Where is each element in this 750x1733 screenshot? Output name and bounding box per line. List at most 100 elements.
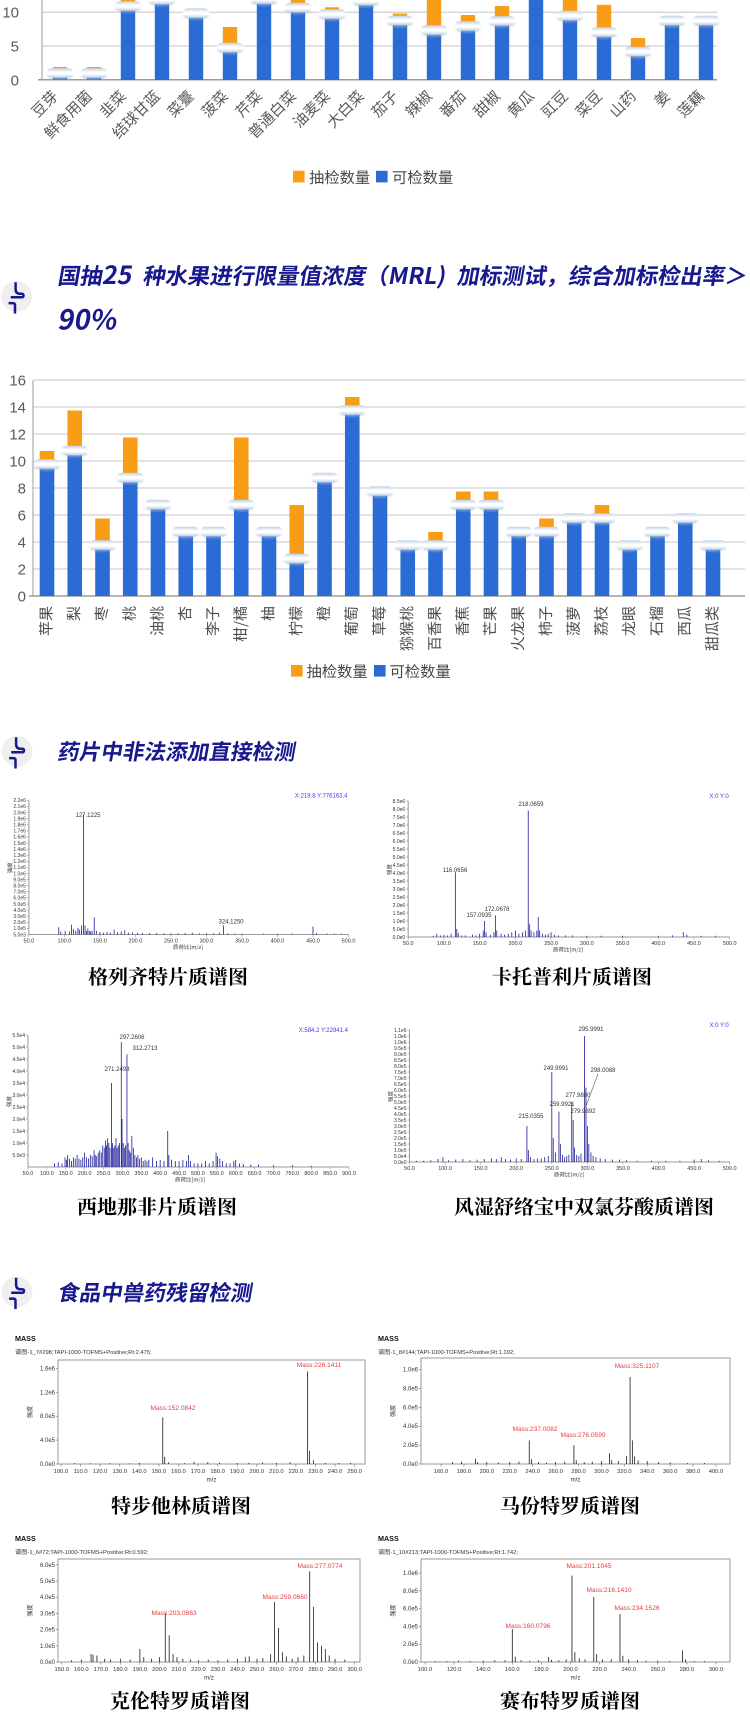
svg-text:116.0656: 116.0656 [443,868,468,874]
svg-text:6: 6 [18,508,26,525]
svg-text:230.0: 230.0 [211,1667,226,1673]
svg-text:312.2713: 312.2713 [132,1046,158,1052]
svg-text:8.0e5: 8.0e5 [403,1386,419,1392]
svg-text:170.0: 170.0 [191,1469,206,1475]
svg-text:650.0: 650.0 [248,1171,262,1177]
svg-text:2: 2 [18,562,26,579]
svg-text:1.7e6: 1.7e6 [13,829,26,835]
svg-text:220.0: 220.0 [191,1667,206,1673]
svg-text:4.0e5: 4.0e5 [40,1595,56,1601]
svg-text:5.0e6: 5.0e6 [393,855,406,861]
svg-text:2.0e5: 2.0e5 [394,1136,407,1142]
svg-text:5.5e5: 5.5e5 [394,1094,407,1100]
svg-text:900.0: 900.0 [342,1171,356,1177]
svg-text:50.0: 50.0 [24,939,35,945]
svg-text:9.0e5: 9.0e5 [13,877,26,883]
svg-text:140.0: 140.0 [476,1667,491,1673]
svg-text:-1_7#298;TAPI-1000-TOFMS+Posit: -1_7#298;TAPI-1000-TOFMS+Positive;Rt:2.4… [27,1350,152,1356]
svg-text:Mass:216.1410: Mass:216.1410 [586,1587,631,1594]
svg-text:277.9880: 277.9880 [565,1093,591,1099]
svg-text:6.0e6: 6.0e6 [393,839,406,845]
svg-text:5: 5 [11,39,19,56]
svg-text:110.0: 110.0 [74,1469,88,1475]
svg-text:1.6e6: 1.6e6 [13,835,26,841]
svg-text:127.1225: 127.1225 [75,813,101,819]
svg-text:100.0: 100.0 [438,1166,452,1172]
svg-text:250.0: 250.0 [97,1171,111,1177]
svg-text:240.0: 240.0 [230,1667,245,1673]
svg-text:260.0: 260.0 [548,1469,563,1475]
svg-text:1.3e6: 1.3e6 [13,853,26,859]
svg-text:3.5e4: 3.5e4 [12,1081,25,1087]
svg-text:6.0e5: 6.0e5 [394,1088,407,1094]
svg-text:250.0: 250.0 [250,1667,265,1673]
svg-text:350.0: 350.0 [616,941,630,947]
svg-text:7.0e5: 7.0e5 [13,890,26,896]
svg-text:250.0: 250.0 [545,1166,559,1172]
svg-text:1.8e6: 1.8e6 [13,823,26,829]
svg-text:190.0: 190.0 [133,1667,148,1673]
svg-text:8.0e6: 8.0e6 [393,807,406,813]
svg-text:2.5e4: 2.5e4 [12,1105,25,1111]
svg-text:4.0e5: 4.0e5 [394,1112,407,1118]
svg-text:380.0: 380.0 [686,1469,701,1475]
svg-text:350.0: 350.0 [235,939,249,945]
svg-text:Mass:152.0842: Mass:152.0842 [150,1405,195,1412]
svg-text:215.0355: 215.0355 [518,1114,544,1120]
svg-text:X:0 Y:0: X:0 Y:0 [709,1023,729,1029]
svg-text:0: 0 [11,72,19,89]
svg-text:16: 16 [9,373,26,390]
svg-text:5.0e5: 5.0e5 [13,902,26,908]
svg-text:210.0: 210.0 [269,1469,284,1475]
svg-text:X:584.2 Y:22941.4: X:584.2 Y:22941.4 [299,1028,349,1034]
svg-text:340.0: 340.0 [640,1469,655,1475]
svg-text:2.1e6: 2.1e6 [13,804,26,810]
svg-text:160.0: 160.0 [434,1469,449,1475]
svg-text:100.0: 100.0 [437,941,451,947]
svg-text:m/z: m/z [571,1676,581,1682]
svg-text:1.0e6: 1.0e6 [394,1034,407,1040]
svg-text:3.5e5: 3.5e5 [394,1118,407,1124]
svg-text:400.0: 400.0 [652,1166,666,1172]
svg-text:5.0e5: 5.0e5 [40,1579,56,1585]
svg-text:800.0: 800.0 [304,1171,318,1177]
svg-text:550.0: 550.0 [210,1171,224,1177]
svg-text:140.0: 140.0 [132,1469,147,1475]
svg-text:-1_8#144;TAPI-1000-TOFMS+Posit: -1_8#144;TAPI-1000-TOFMS+Positive;Rt:1.1… [390,1350,515,1356]
svg-text:Mass:237.0082: Mass:237.0082 [512,1426,557,1433]
svg-text:324.1250: 324.1250 [218,920,244,926]
svg-text:6.5e5: 6.5e5 [394,1082,407,1088]
svg-text:10: 10 [9,454,26,471]
svg-text:150.0: 150.0 [55,1667,70,1673]
svg-text:1.0e4: 1.0e4 [12,1141,25,1147]
svg-text:300.0: 300.0 [580,941,594,947]
svg-text:280.0: 280.0 [571,1469,586,1475]
svg-text:160.0: 160.0 [171,1469,186,1475]
svg-text:280.0: 280.0 [680,1667,695,1673]
svg-text:271.2493: 271.2493 [104,1067,130,1073]
svg-text:500.0: 500.0 [723,941,737,947]
svg-text:250.0: 250.0 [164,939,178,945]
svg-text:3.0e5: 3.0e5 [40,1611,56,1617]
svg-text:4.0e5: 4.0e5 [40,1438,56,1444]
svg-text:8.5e6: 8.5e6 [393,799,406,805]
svg-text:400.0: 400.0 [271,939,285,945]
svg-text:5.0e5: 5.0e5 [394,1100,407,1106]
svg-text:0.0e0: 0.0e0 [40,1660,56,1666]
svg-text:50.0: 50.0 [403,941,414,947]
svg-text:150.0: 150.0 [93,939,107,945]
svg-text:1.1e6: 1.1e6 [394,1028,407,1034]
svg-text:0.0e0: 0.0e0 [394,1160,407,1166]
svg-text:280.0: 280.0 [308,1667,323,1673]
svg-text:1.0e6: 1.0e6 [403,1368,419,1374]
svg-text:5.0e3: 5.0e3 [13,932,26,938]
svg-text:279.9892: 279.9892 [570,1109,596,1115]
svg-text:100.0: 100.0 [40,1171,54,1177]
svg-text:6.5e6: 6.5e6 [393,831,406,837]
svg-text:1.0e5: 1.0e5 [394,1148,407,1154]
svg-text:MASS: MASS [378,1334,399,1343]
svg-text:100.0: 100.0 [54,1469,69,1475]
svg-text:150.0: 150.0 [152,1469,167,1475]
svg-text:1.1e6: 1.1e6 [13,865,26,871]
svg-text:218.0659: 218.0659 [518,802,544,808]
